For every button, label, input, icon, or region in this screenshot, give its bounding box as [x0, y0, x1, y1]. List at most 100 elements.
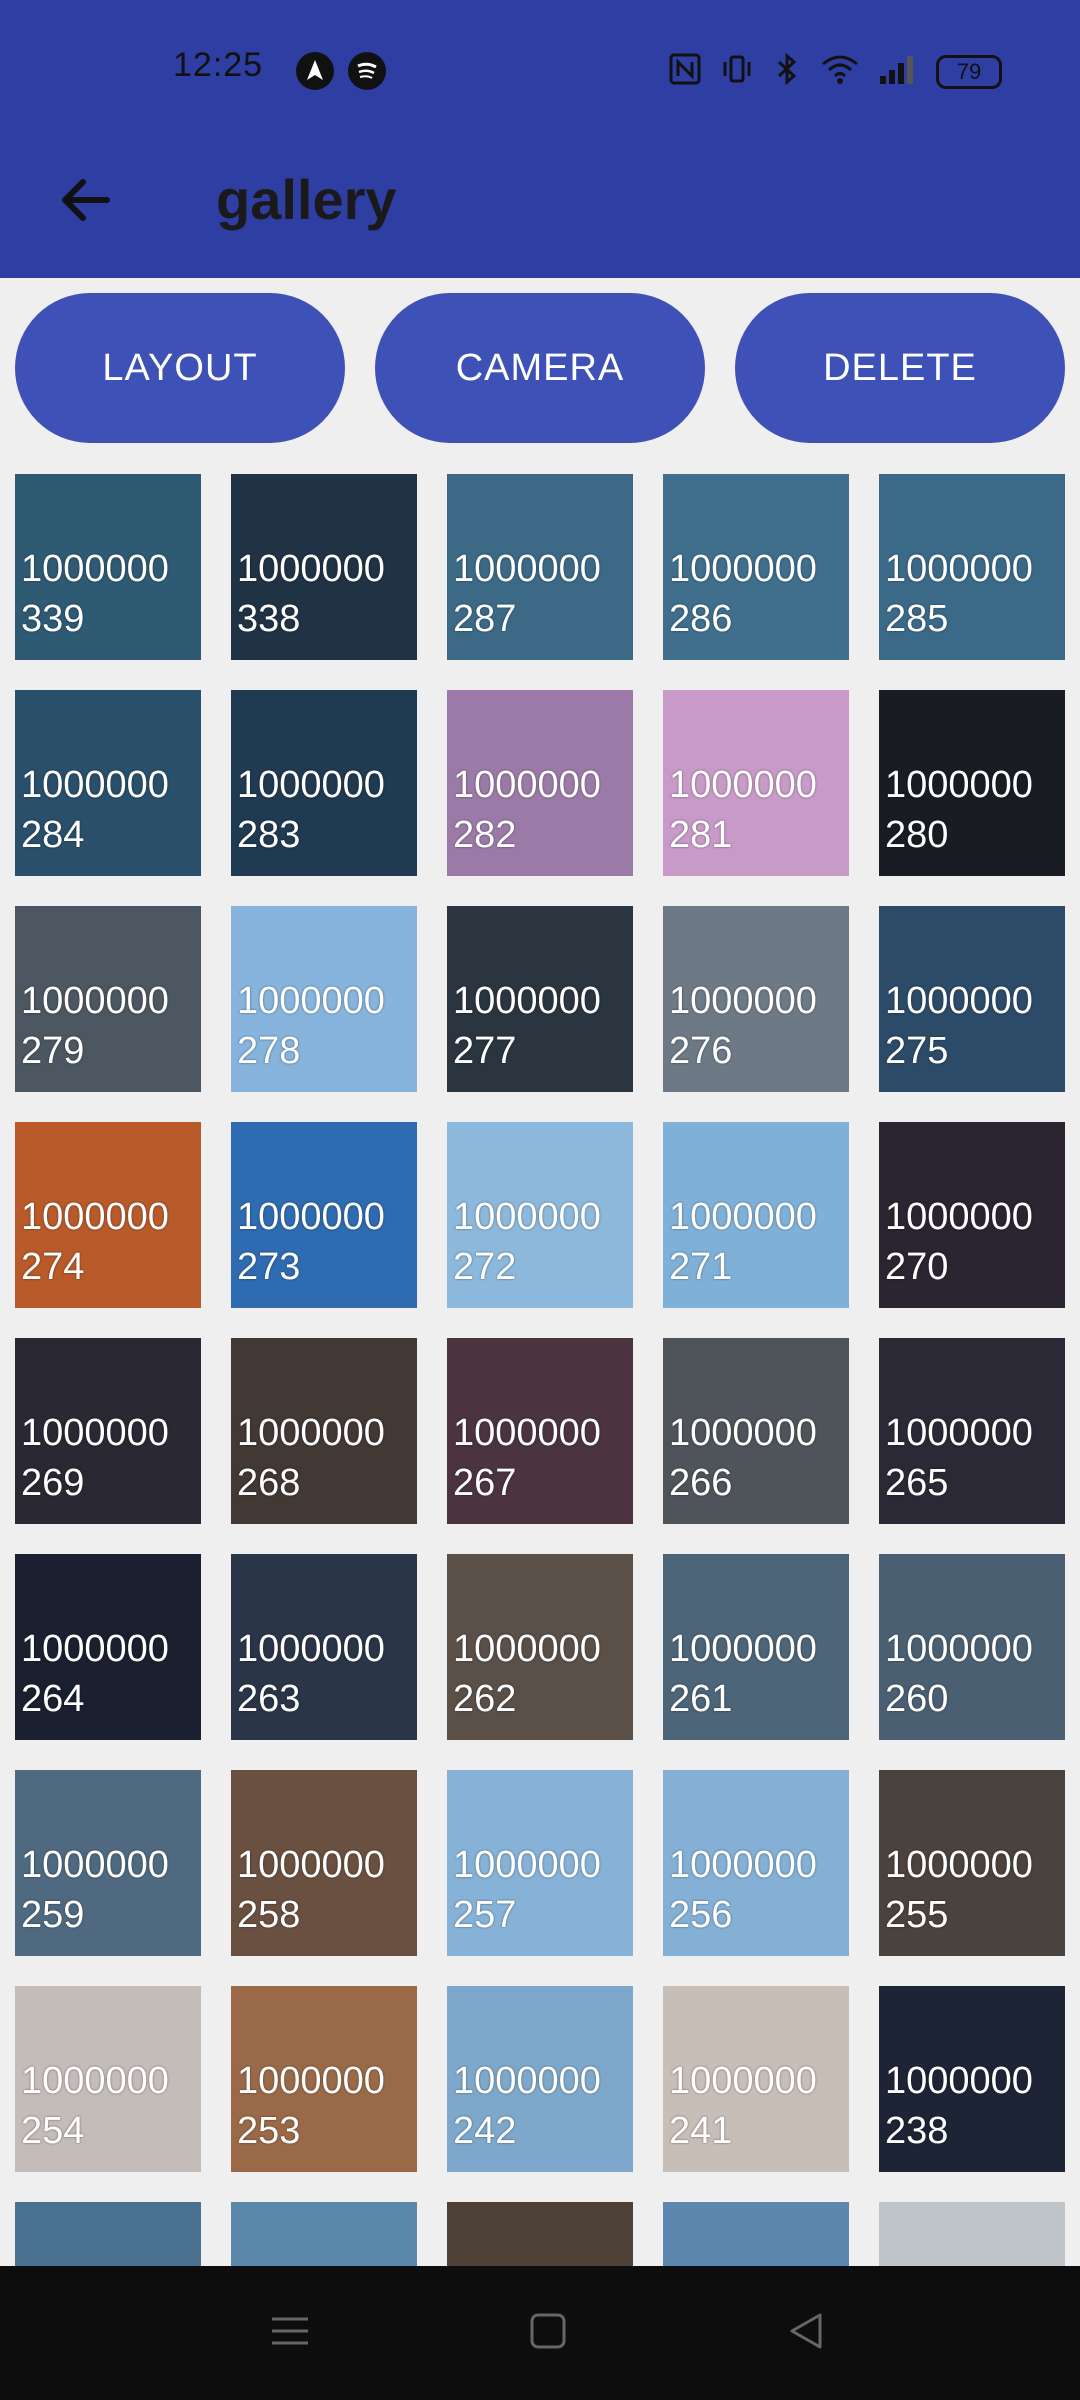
thumbnail-label: 1000000 257	[453, 1840, 601, 1940]
gallery-thumbnail[interactable]: 1000000 281	[663, 690, 849, 876]
thumbnail-label-line1: 1000000	[453, 1844, 601, 1886]
gallery-thumbnail[interactable]: 1000000 262	[447, 1554, 633, 1740]
thumbnail-label-line1: 1000000	[21, 764, 169, 806]
gallery-thumbnail[interactable]: 1000000 265	[879, 1338, 1065, 1524]
thumbnail-label-line1: 1000000	[21, 1412, 169, 1454]
gallery-thumbnail[interactable]	[879, 2202, 1065, 2266]
thumbnail-label-line2: 287	[453, 598, 517, 640]
gallery-thumbnail[interactable]: 1000000 276	[663, 906, 849, 1092]
thumbnail-label-line2: 281	[669, 814, 733, 856]
gallery-thumbnail[interactable]: 1000000 280	[879, 690, 1065, 876]
gallery-thumbnail[interactable]: 1000000 338	[231, 474, 417, 660]
thumbnail-label: 1000000 286	[669, 544, 817, 644]
thumbnail-label: 1000000 264	[21, 1624, 169, 1724]
gallery-thumbnail[interactable]: 1000000 255	[879, 1770, 1065, 1956]
thumbnail-label-line2: 276	[669, 1030, 733, 1072]
gallery-thumbnail[interactable]: 1000000 285	[879, 474, 1065, 660]
thumbnail-label-line2: 277	[453, 1030, 517, 1072]
thumbnail-label-line2: 269	[21, 1462, 85, 1504]
gallery-thumbnail[interactable]: 1000000 275	[879, 906, 1065, 1092]
thumbnail-label-line1: 1000000	[237, 1196, 385, 1238]
thumbnail-label: 1000000 259	[21, 1840, 169, 1940]
thumbnail-label: 1000000 280	[885, 760, 1033, 860]
thumbnail-label: 1000000 265	[885, 1408, 1033, 1508]
back-triangle-icon[interactable]	[786, 2311, 826, 2356]
gallery-grid: 1000000 339 1000000 338 1000000 287 1000000 286…	[15, 474, 1065, 2266]
gallery-thumbnail[interactable]: 1000000 242	[447, 1986, 633, 2172]
nfc-icon	[668, 52, 702, 91]
layout-button[interactable]: LAYOUT	[15, 293, 345, 443]
thumbnail-label-line1: 1000000	[885, 548, 1033, 590]
gallery-thumbnail[interactable]: 1000000 241	[663, 1986, 849, 2172]
thumbnail-label-line2: 267	[453, 1462, 517, 1504]
gallery-thumbnail[interactable]: 1000000 269	[15, 1338, 201, 1524]
gallery-thumbnail[interactable]: 1000000 279	[15, 906, 201, 1092]
gallery-thumbnail[interactable]: 1000000 256	[663, 1770, 849, 1956]
gallery-thumbnail[interactable]: 1000000 268	[231, 1338, 417, 1524]
thumbnail-label-line2: 275	[885, 1030, 949, 1072]
gallery-thumbnail[interactable]: 1000000 286	[663, 474, 849, 660]
gallery-thumbnail[interactable]: 1000000 283	[231, 690, 417, 876]
thumbnail-label: 1000000 338	[237, 544, 385, 644]
gallery-thumbnail[interactable]: 1000000 278	[231, 906, 417, 1092]
gallery-thumbnail[interactable]	[663, 2202, 849, 2266]
gallery-thumbnail[interactable]: 1000000 253	[231, 1986, 417, 2172]
camera-button[interactable]: CAMERA	[375, 293, 705, 443]
thumbnail-label-line2: 262	[453, 1678, 517, 1720]
status-bar: 12:25 79	[0, 0, 1080, 140]
thumbnail-label: 1000000 287	[453, 544, 601, 644]
gallery-thumbnail[interactable]: 1000000 270	[879, 1122, 1065, 1308]
thumbnail-label-line1: 1000000	[885, 980, 1033, 1022]
gallery-thumbnail[interactable]	[15, 2202, 201, 2266]
gallery-thumbnail[interactable]: 1000000 238	[879, 1986, 1065, 2172]
thumbnail-label-line1: 1000000	[885, 1844, 1033, 1886]
page-title: gallery	[216, 168, 397, 231]
gallery-thumbnail[interactable]: 1000000 260	[879, 1554, 1065, 1740]
thumbnail-label: 1000000 283	[237, 760, 385, 860]
gallery-thumbnail[interactable]: 1000000 284	[15, 690, 201, 876]
thumbnail-label-line2: 286	[669, 598, 733, 640]
gallery-thumbnail[interactable]: 1000000 282	[447, 690, 633, 876]
thumbnail-label-line2: 258	[237, 1894, 301, 1936]
thumbnail-label-line1: 1000000	[237, 1628, 385, 1670]
thumbnail-label-line2: 253	[237, 2110, 301, 2152]
thumbnail-label-line1: 1000000	[237, 548, 385, 590]
gallery-thumbnail[interactable]: 1000000 261	[663, 1554, 849, 1740]
thumbnail-label-line1: 1000000	[885, 764, 1033, 806]
thumbnail-label-line2: 257	[453, 1894, 517, 1936]
gallery-thumbnail[interactable]: 1000000 274	[15, 1122, 201, 1308]
menu-icon[interactable]	[270, 2311, 310, 2356]
thumbnail-label-line2: 273	[237, 1246, 301, 1288]
gallery-thumbnail[interactable]: 1000000 267	[447, 1338, 633, 1524]
thumbnail-label-line2: 280	[885, 814, 949, 856]
gallery-thumbnail[interactable]: 1000000 254	[15, 1986, 201, 2172]
thumbnail-label: 1000000 266	[669, 1408, 817, 1508]
thumbnail-label-line2: 339	[21, 598, 85, 640]
gallery-thumbnail[interactable]: 1000000 287	[447, 474, 633, 660]
thumbnail-label-line2: 256	[669, 1894, 733, 1936]
gallery-thumbnail[interactable]: 1000000 273	[231, 1122, 417, 1308]
thumbnail-label-line1: 1000000	[885, 1628, 1033, 1670]
gallery-thumbnail[interactable]: 1000000 259	[15, 1770, 201, 1956]
gallery-thumbnail[interactable]	[447, 2202, 633, 2266]
gallery-thumbnail[interactable]: 1000000 263	[231, 1554, 417, 1740]
thumbnail-label-line2: 241	[669, 2110, 733, 2152]
home-icon[interactable]	[528, 2311, 568, 2356]
thumbnail-label-line1: 1000000	[453, 980, 601, 1022]
gallery-thumbnail[interactable]: 1000000 257	[447, 1770, 633, 1956]
vibrate-icon	[720, 52, 754, 91]
thumbnail-label-line1: 1000000	[453, 764, 601, 806]
thumbnail-label-line2: 265	[885, 1462, 949, 1504]
gallery-thumbnail[interactable]: 1000000 339	[15, 474, 201, 660]
gallery-thumbnail[interactable]: 1000000 271	[663, 1122, 849, 1308]
arrow-left-icon[interactable]	[55, 170, 115, 230]
gallery-thumbnail[interactable]: 1000000 266	[663, 1338, 849, 1524]
gallery-thumbnail[interactable]: 1000000 272	[447, 1122, 633, 1308]
bluetooth-icon	[772, 52, 802, 91]
gallery-thumbnail[interactable]: 1000000 277	[447, 906, 633, 1092]
gallery-thumbnail[interactable]: 1000000 258	[231, 1770, 417, 1956]
gallery-thumbnail[interactable]	[231, 2202, 417, 2266]
gallery-thumbnail[interactable]: 1000000 264	[15, 1554, 201, 1740]
thumbnail-label-line1: 1000000	[237, 1412, 385, 1454]
delete-button[interactable]: DELETE	[735, 293, 1065, 443]
